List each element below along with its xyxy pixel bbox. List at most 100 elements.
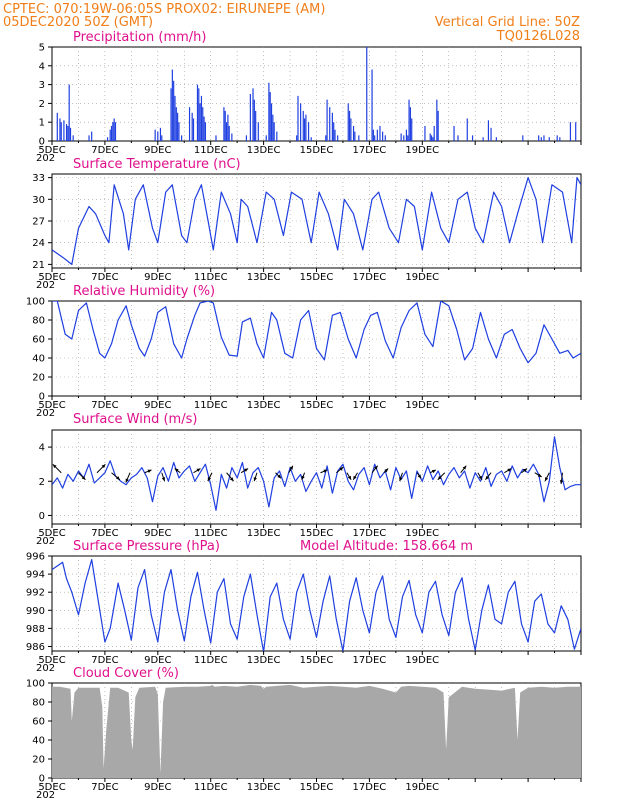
precip-bar	[170, 88, 172, 141]
wind-arrow-head	[347, 475, 352, 480]
wind-arrow-head	[289, 465, 293, 470]
precip-bar	[436, 99, 438, 141]
precip-bar	[296, 135, 298, 141]
rh-xtick-label: 7DEC	[91, 400, 118, 411]
wind-arrow-head	[353, 475, 357, 480]
precip-ytick-label: 2	[39, 99, 45, 110]
wind-arrow-head	[374, 465, 378, 470]
precip-ytick-label: 4	[39, 61, 45, 72]
wind-arrow-head	[196, 468, 201, 472]
precip-bar	[159, 127, 162, 141]
wind-arrow-head	[537, 473, 542, 477]
wind-ytick-label: 4	[39, 443, 45, 454]
wind-xtick-label: 15DEC	[300, 528, 334, 539]
precip-bar	[110, 125, 113, 141]
precip-bar	[329, 107, 331, 141]
wind-arrow-head	[81, 475, 86, 480]
pressure-xtick-label: 15DEC	[300, 655, 334, 666]
temp-ytick-label: 24	[32, 238, 45, 249]
precip-bar	[257, 122, 259, 141]
precip-bar	[482, 137, 484, 141]
rh-xtick-label: 11DEC	[194, 400, 228, 411]
wind-arrow-head	[559, 480, 564, 484]
precip-bar	[487, 120, 490, 141]
precip-bar	[68, 84, 70, 141]
precip-xtick-label: 17DEC	[353, 145, 387, 156]
temp-data	[52, 177, 581, 265]
precip-bar	[252, 88, 254, 141]
precip-bar	[352, 125, 355, 141]
precip-bar	[371, 69, 373, 141]
pressure-panel: 986 988 990 992 994 996 5DEC 7DEC 9DEC 11DEC 13DEC…	[26, 539, 582, 674]
precip-bar	[88, 135, 90, 141]
temp-xtick-label: 17DEC	[353, 272, 387, 283]
precip-bar	[540, 137, 542, 141]
precip-bar	[192, 118, 195, 141]
precip-bar	[181, 135, 183, 141]
temp-xtick-label: 19DEC	[405, 272, 439, 283]
rh-title: Relative Humidity (%)	[73, 284, 215, 299]
wind-arrow-head	[161, 477, 166, 482]
precip-bar	[56, 112, 58, 141]
wind-year-label: 202	[36, 536, 55, 547]
precip-bar	[400, 133, 402, 141]
precip-bar	[409, 107, 411, 141]
grid-line-note: Vertical Grid Line: 50Z	[435, 15, 580, 30]
precip-bar	[161, 135, 163, 141]
precip-bar	[379, 125, 381, 141]
precip-bar	[202, 107, 204, 141]
rh-ytick-label: 40	[32, 354, 45, 365]
precip-bar	[408, 99, 410, 141]
temp-ytick-label: 30	[32, 195, 45, 206]
temp-xtick-label: 5DEC	[38, 272, 65, 283]
precip-bar	[253, 99, 255, 141]
precip-bar	[173, 80, 175, 141]
wind-arrow-head	[545, 477, 549, 482]
wind-arrow-head	[125, 478, 129, 483]
pressure-xtick-label: 11DEC	[194, 655, 228, 666]
rh-xtick-label: 5DEC	[38, 400, 65, 411]
wind-series-line	[52, 436, 581, 511]
rh-data	[52, 301, 581, 364]
precip-bar	[384, 135, 386, 141]
precip-xtick-label: 15DEC	[300, 145, 334, 156]
header: CPTEC: 070:19W-06:05S PROX02: EIRUNEPE (…	[3, 2, 580, 44]
precip-year-label: 202	[36, 153, 55, 164]
precip-bar	[403, 135, 405, 141]
precip-bar	[196, 84, 199, 141]
precip-bar	[106, 137, 109, 141]
precip-bar	[337, 135, 339, 141]
precip-bar	[424, 125, 426, 141]
rh-ytick-label: 100	[26, 297, 45, 308]
precip-bar	[307, 122, 310, 141]
pressure-xtick-label: 9DEC	[144, 655, 171, 666]
pressure-annotation: Model Altitude: 158.664 m	[300, 539, 473, 554]
run-datetime: 05DEC2020 50Z (GMT)	[3, 15, 153, 30]
rh-xtick-label: 15DEC	[300, 400, 334, 411]
precip-bar	[429, 133, 431, 141]
cloud-xtick-label: 13DEC	[247, 782, 281, 793]
precip-bar	[300, 103, 302, 141]
cloud-xtick-label: 5DEC	[38, 782, 65, 793]
precip-bar	[437, 110, 439, 141]
precip-bar	[333, 122, 335, 141]
precip-xtick-label: 11DEC	[194, 145, 228, 156]
pressure-xtick-label: 19DEC	[405, 655, 439, 666]
wind-arrow-head	[174, 468, 179, 473]
wind-arrow-head	[147, 469, 152, 473]
pressure-ytick-label: 994	[26, 570, 45, 581]
cloud-area	[52, 684, 581, 778]
wind-arrow-head	[431, 469, 436, 474]
precip-bar	[245, 135, 248, 141]
precip-bar	[227, 114, 229, 141]
precip-bar	[113, 118, 115, 141]
wind-arrow-head	[485, 475, 490, 480]
precip-bar	[60, 122, 62, 141]
precip-bar	[538, 135, 540, 141]
pressure-xtick-label: 7DEC	[91, 655, 118, 666]
precip-bar	[65, 124, 68, 141]
temp-ytick-label: 21	[32, 260, 45, 271]
cloud-year-label: 202	[36, 790, 55, 800]
precip-bar	[376, 129, 378, 141]
